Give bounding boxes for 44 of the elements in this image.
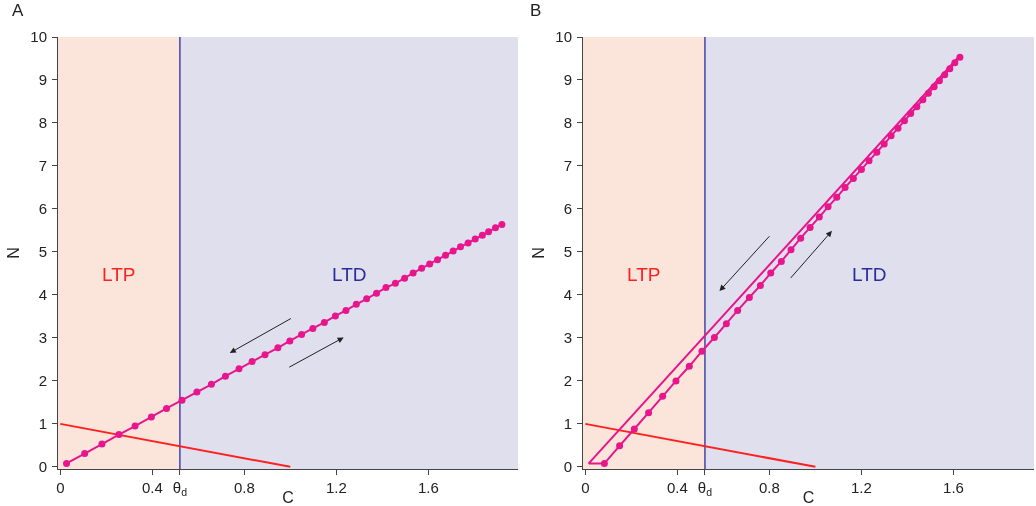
y-tick-label: 0 [563,458,572,476]
y-tick-label: 8 [38,114,47,132]
y-tick-label: 1 [563,415,572,433]
chart-title: A [12,0,24,20]
x-tick-label: 1.6 [943,479,964,496]
y-tick-label: 5 [38,243,47,261]
y-tick-label: 8 [563,114,572,132]
y-tick-label: 7 [38,157,47,175]
x-axis-title: C [282,489,294,506]
y-tick-label: 10 [555,28,572,46]
x-tick-label: 0 [56,479,65,496]
x-tick-label: θ$_{d}$ [172,479,188,499]
band-label: LTP [627,264,661,285]
x-tick-label: 0.4 [666,479,688,496]
y-tick-label: 7 [563,157,572,175]
x-tick-label: 1.6 [417,479,439,496]
y-tick-label: 6 [563,200,572,218]
y-tick-label: 9 [563,71,572,89]
y-tick-label: 9 [38,71,47,89]
y-tick-label: 3 [563,329,572,347]
y-tick-label: 1 [38,415,47,433]
x-tick-label: 0.8 [233,479,255,496]
x-tick-label: 1.2 [325,479,347,496]
y-tick-label: 10 [30,28,47,46]
y-tick-label: 6 [38,200,47,218]
x-tick-label: 1.2 [850,479,872,496]
band-label: LTD [332,264,367,285]
y-tick-label: 4 [38,286,47,304]
x-axis-title: C [802,489,815,506]
band-label: LTP [102,264,136,285]
x-tick-label: θ$_{d}$ [697,479,713,499]
x-tick-label: 0.8 [758,479,780,496]
x-tick-label: 0 [581,479,590,496]
y-tick-label: 2 [38,372,47,390]
y-tick-label: 3 [38,329,47,347]
y-tick-label: 4 [563,286,572,304]
y-axis-title: N [5,247,23,259]
x-tick-label: 0.4 [141,479,163,496]
y-axis-title: N [530,247,548,259]
y-tick-label: 2 [563,372,572,390]
band-label: LTD [852,264,887,285]
chart-title: B [530,0,542,20]
y-tick-label: 5 [563,243,572,261]
y-tick-label: 0 [38,458,47,476]
